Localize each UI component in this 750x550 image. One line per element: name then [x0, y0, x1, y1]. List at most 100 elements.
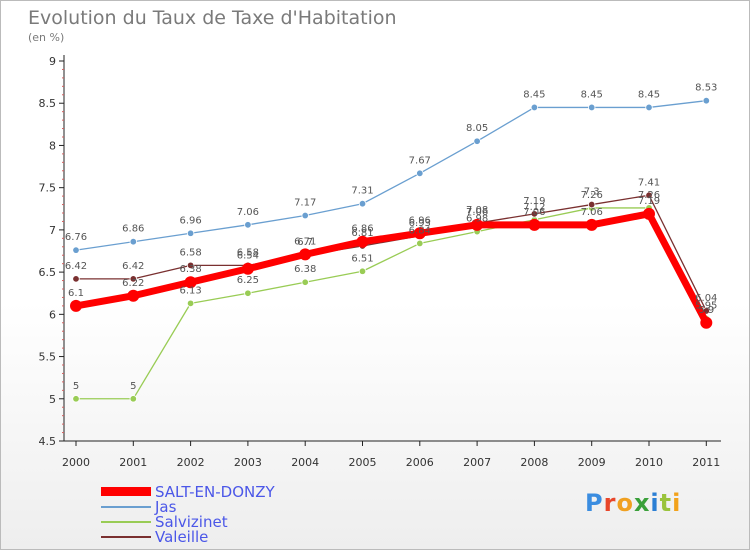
- data-point-jas: [588, 103, 596, 112]
- y-tick-label: 8.5: [39, 97, 57, 110]
- x-tick-label: 2006: [406, 456, 434, 469]
- series-line-salvizinet: [75, 207, 707, 400]
- data-label-salvizinet: 6.13: [179, 285, 201, 296]
- data-label-salvizinet: 6.25: [237, 275, 259, 286]
- y-tick-label: 9: [49, 55, 56, 68]
- data-label-jas: 7.06: [237, 207, 259, 218]
- data-point-valeille: [588, 200, 596, 209]
- data-point-jas: [244, 221, 252, 229]
- data-label-salt-en-donzy: 5.9: [698, 305, 714, 316]
- legend-label-salt-en-donzy: SALT-EN-DONZY: [155, 483, 275, 501]
- data-point-salvizinet: [186, 299, 195, 308]
- data-point-salvizinet: [358, 267, 367, 275]
- y-tick-label: 4.5: [39, 435, 57, 448]
- legend-swatch-salt-en-donzy: [101, 487, 151, 496]
- data-label-salvizinet: 6.84: [409, 225, 431, 236]
- data-point-salt-en-donzy: [643, 207, 655, 220]
- logo-letter: i: [650, 489, 660, 517]
- y-tick-label: 5: [49, 393, 56, 406]
- logo-letter: i: [672, 489, 682, 517]
- data-label-salvizinet: 7.26: [581, 190, 603, 201]
- data-point-jas: [129, 238, 137, 246]
- data-label-salvizinet: 6.51: [351, 253, 373, 264]
- data-label-jas: 8.05: [466, 123, 488, 134]
- data-label-jas: 8.53: [695, 83, 717, 94]
- x-tick-label: 2011: [692, 456, 720, 469]
- data-point-salt-en-donzy: [241, 262, 254, 275]
- data-label-valeille: 7.3: [584, 187, 600, 198]
- data-label-valeille: 6.42: [65, 261, 87, 272]
- data-label-jas: 7.17: [294, 198, 316, 209]
- y-tick-label: 6.5: [39, 266, 57, 279]
- data-label-salt-en-donzy: 7.06: [466, 207, 488, 218]
- logo-letter: t: [659, 489, 673, 517]
- data-label-jas: 8.45: [523, 89, 545, 100]
- x-tick-label: 2004: [291, 456, 319, 469]
- data-label-valeille: 6.81: [351, 228, 373, 239]
- data-point-jas: [416, 169, 424, 178]
- y-tick-label: 5.5: [39, 351, 57, 364]
- data-label-salt-en-donzy: 7.06: [523, 207, 545, 218]
- data-label-valeille: 7.08: [466, 205, 488, 216]
- logo-letter: x: [633, 489, 651, 517]
- data-label-valeille: 6.7: [297, 237, 313, 248]
- data-label-valeille: 6.58: [179, 247, 201, 258]
- legend-label-salvizinet: Salvizinet: [155, 513, 228, 531]
- data-label-salt-en-donzy: 6.86: [351, 224, 373, 235]
- data-label-salvizinet: 7.12: [523, 202, 545, 213]
- logo-letter: P: [585, 489, 604, 517]
- data-point-salvizinet: [244, 289, 252, 297]
- data-label-salvizinet: 7.26: [638, 190, 660, 201]
- chart-subtitle: (en %): [28, 31, 65, 44]
- legend-swatch-valeille: [101, 536, 151, 538]
- x-tick-label: 2001: [119, 456, 147, 469]
- data-point-salt-en-donzy: [70, 299, 82, 312]
- data-point-jas: [358, 200, 367, 208]
- data-label-jas: 8.45: [581, 89, 603, 100]
- data-point-salt-en-donzy: [184, 276, 197, 289]
- data-label-salt-en-donzy: 6.96: [409, 215, 431, 226]
- legend-label-jas: Jas: [155, 498, 177, 516]
- data-label-valeille: 7.41: [638, 177, 660, 188]
- proxiti-logo: Proxiti: [585, 489, 681, 517]
- data-point-valeille: [72, 275, 80, 283]
- data-label-valeille: 7.19: [523, 196, 545, 207]
- data-label-jas: 6.96: [179, 215, 201, 226]
- y-tick-label: 6: [49, 308, 56, 321]
- data-label-salvizinet: 6.38: [294, 264, 316, 275]
- data-point-valeille: [186, 261, 195, 270]
- data-label-salvizinet: 5: [130, 381, 136, 392]
- x-tick-label: 2007: [463, 456, 491, 469]
- data-label-valeille: 6.93: [409, 218, 431, 229]
- data-point-jas: [301, 211, 309, 220]
- data-point-valeille: [129, 275, 137, 283]
- data-label-salt-en-donzy: 6.22: [122, 278, 144, 289]
- data-label-salt-en-donzy: 6.54: [237, 251, 259, 262]
- data-label-salt-en-donzy: 6.38: [179, 264, 201, 275]
- legend-swatch-salvizinet: [101, 521, 151, 523]
- x-tick-label: 2009: [578, 456, 606, 469]
- data-point-jas: [530, 103, 539, 112]
- data-label-salvizinet: 6.98: [466, 214, 488, 225]
- data-label-salt-en-donzy: 6.71: [294, 236, 316, 247]
- data-point-salt-en-donzy: [413, 227, 426, 240]
- data-label-jas: 8.45: [638, 89, 660, 100]
- data-label-jas: 7.31: [351, 186, 373, 197]
- data-point-salt-en-donzy: [528, 218, 541, 231]
- data-point-salt-en-donzy: [471, 218, 484, 231]
- data-point-jas: [645, 103, 653, 112]
- data-point-jas: [473, 137, 481, 145]
- data-point-valeille: [530, 210, 539, 218]
- data-label-salt-en-donzy: 7.19: [638, 196, 660, 207]
- data-point-salt-en-donzy: [700, 316, 713, 329]
- data-point-salvizinet: [416, 239, 424, 248]
- data-point-jas: [702, 96, 710, 105]
- data-point-salvizinet: [129, 395, 137, 403]
- x-tick-label: 2008: [520, 456, 548, 469]
- y-tick-label: 7: [49, 224, 56, 237]
- data-point-jas: [186, 229, 195, 237]
- data-point-jas: [72, 246, 80, 254]
- data-label-salt-en-donzy: 7.06: [581, 207, 603, 218]
- y-tick-label: 8: [49, 139, 56, 152]
